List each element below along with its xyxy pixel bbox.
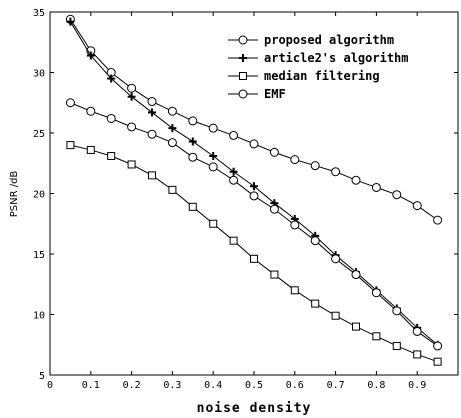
y-tick-label: 30 [33,69,45,80]
data-point [371,182,381,192]
data-point [269,204,279,214]
data-point [250,182,258,191]
data-point [86,51,95,60]
data-point [127,160,136,169]
x-tick-label: 0.9 [408,380,426,391]
data-point [127,92,136,101]
data-point [250,254,258,263]
data-point [352,322,360,331]
data-point [270,270,279,279]
data-point [412,201,422,211]
data-point [229,167,238,176]
data-point [106,113,116,123]
x-tick-label: 0.7 [327,380,345,391]
data-point [147,129,157,139]
data-point [209,151,218,160]
data-point [127,83,137,93]
y-tick-label: 5 [39,371,45,382]
data-point [229,175,239,185]
x-tick-label: 0 [47,380,53,391]
data-point [412,326,422,336]
legend-marker [238,89,248,99]
data-point [209,219,218,228]
legend-label: article2's algorithm [264,51,409,65]
legend-marker [238,35,248,45]
data-point [331,254,341,264]
x-tick-label: 0.1 [82,380,100,391]
data-point [208,162,218,172]
data-point [433,215,443,225]
data-point [107,74,116,83]
data-point [188,202,197,211]
data-point [310,161,320,171]
data-point [249,139,259,149]
data-point [331,167,341,177]
data-point [168,185,177,194]
data-point [290,220,300,230]
data-point [392,190,402,200]
legend-label: proposed algorithm [264,33,394,47]
data-point [433,341,443,351]
data-point [167,138,177,148]
y-axis-label: PSNR /dB [9,171,20,218]
legend-marker [239,54,247,62]
x-tick-label: 0.4 [204,380,222,391]
legend-label: median filtering [264,69,380,83]
data-point [66,141,75,150]
data-point [167,106,177,116]
legend-label: EMF [264,87,286,101]
series-2 [66,141,442,366]
data-point [290,286,299,295]
data-point [249,191,259,201]
data-point [127,122,137,132]
data-point [392,341,401,350]
data-point [433,357,442,366]
legend-marker [239,72,247,80]
data-point [147,97,157,107]
y-tick-label: 10 [33,311,45,322]
series-layer [65,14,443,366]
data-point [148,171,156,180]
data-point [188,137,197,146]
data-point [311,299,320,308]
y-tick-label: 25 [33,129,45,140]
data-point [331,311,340,320]
y-tick-label: 15 [33,250,45,261]
series-3 [65,98,443,351]
x-tick-label: 0.5 [245,380,263,391]
x-tick-label: 0.3 [163,380,181,391]
legend: proposed algorithm article2's algorithm me… [228,33,409,101]
data-point [86,145,95,154]
data-point [229,130,239,140]
data-point [188,152,198,162]
data-point [269,147,279,157]
data-point [208,123,218,133]
y-tick-label: 35 [33,8,45,19]
data-point [351,270,361,280]
data-point [148,108,156,117]
data-point [372,332,381,341]
data-point [351,175,361,185]
data-point [188,116,198,126]
data-point [392,306,402,316]
data-point [310,236,320,246]
axis-ticks: 0 0.1 0.2 0.3 0.4 0.5 0.6 0.7 0.8 0.9 5 10 15 20 25 30 3… [33,8,458,391]
data-point [290,155,300,165]
x-tick-label: 0.8 [367,380,385,391]
data-point [66,17,75,26]
data-point [229,236,238,245]
data-point [413,350,422,359]
data-point [371,288,381,298]
series-0 [65,14,443,225]
x-axis-label: noise density [197,401,312,416]
data-point [168,124,177,133]
data-point [107,151,116,160]
y-tick-label: 20 [33,190,45,201]
x-tick-label: 0.6 [286,380,304,391]
x-tick-label: 0.2 [123,380,141,391]
data-point [86,106,96,116]
data-point [65,98,75,108]
